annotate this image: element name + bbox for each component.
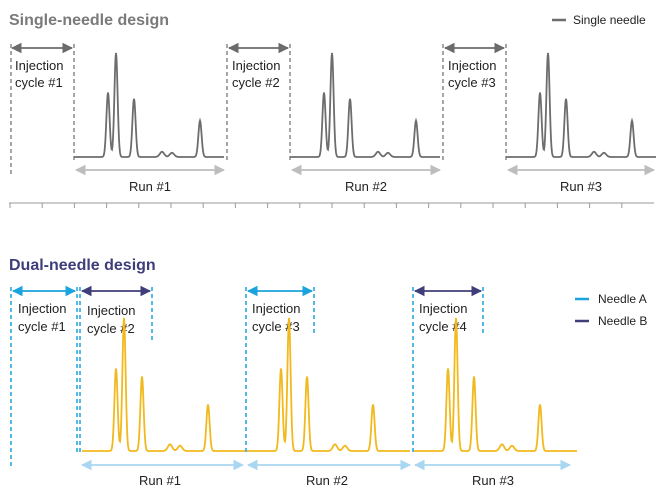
dual-cycle-1-label-line1: Injection: [18, 301, 66, 316]
single-run-3: Run #3: [506, 164, 656, 194]
dual-run-2-label: Run #2: [306, 473, 348, 488]
single-cycle-2: Injection cycle #2: [226, 42, 291, 160]
dual-cycle-2-label-line2: cycle #2: [87, 321, 135, 336]
dual-cycle-4-label-line2: cycle #4: [419, 319, 467, 334]
dual-cycle-4-label-line1: Injection: [419, 301, 467, 316]
single-chromatogram-1: [74, 52, 224, 158]
dual-cycle-1-label-line2: cycle #1: [18, 319, 66, 334]
single-needle-section: Single-needle design Single needle Injec…: [9, 12, 656, 208]
single-cycle-1-label-line2: cycle #1: [15, 75, 63, 90]
single-run-3-label: Run #3: [560, 179, 602, 194]
dual-cycle-1: Injection cycle #1: [10, 285, 78, 466]
single-needle-legend: Single needle: [552, 13, 646, 27]
dual-cycle-2-label-line1: Injection: [87, 303, 135, 318]
single-run-2-label: Run #2: [345, 179, 387, 194]
needle-b-legend-label: Needle B: [598, 314, 647, 328]
single-cycle-3-label-line1: Injection: [448, 58, 496, 73]
dual-chromatogram-3: [414, 317, 577, 452]
single-cycle-2-label-line2: cycle #2: [232, 75, 280, 90]
single-needle-title: Single-needle design: [9, 12, 169, 29]
single-cycle-3: Injection cycle #3: [442, 42, 507, 160]
single-needle-legend-label: Single needle: [573, 13, 646, 27]
single-cycle-1-label-line1: Injection: [15, 58, 63, 73]
single-time-axis: [9, 202, 654, 208]
dual-cycle-3-label-line2: cycle #3: [252, 319, 300, 334]
dual-run-1-label: Run #1: [139, 473, 181, 488]
single-time-axis-ticks: [9, 203, 623, 208]
single-needle-traces: [74, 52, 656, 158]
needle-a-legend-label: Needle A: [598, 292, 647, 306]
dual-run-1: Run #1: [80, 459, 245, 488]
single-cycle-3-label-line2: cycle #3: [448, 75, 496, 90]
dual-run-3-label: Run #3: [472, 473, 514, 488]
dual-needle-traces: [82, 317, 577, 452]
single-cycle-1: Injection cycle #1: [10, 42, 75, 177]
single-chromatogram-2: [290, 52, 440, 158]
dual-run-2: Run #2: [246, 459, 412, 488]
dual-cycle-3-label-line1: Injection: [252, 301, 300, 316]
dual-chromatogram-2: [247, 317, 410, 452]
dual-needle-legend: Needle A Needle B: [575, 292, 647, 328]
single-run-2: Run #2: [290, 164, 442, 194]
single-run-1: Run #1: [74, 164, 226, 194]
single-cycle-2-label-line1: Injection: [232, 58, 280, 73]
dual-chromatogram-1: [82, 317, 245, 452]
dual-needle-section: Dual-needle design Needle A Needle B Inj…: [9, 257, 647, 488]
dual-needle-title: Dual-needle design: [9, 257, 156, 274]
single-chromatogram-3: [506, 52, 656, 158]
dual-run-3: Run #3: [413, 459, 572, 488]
single-run-1-label: Run #1: [129, 179, 171, 194]
